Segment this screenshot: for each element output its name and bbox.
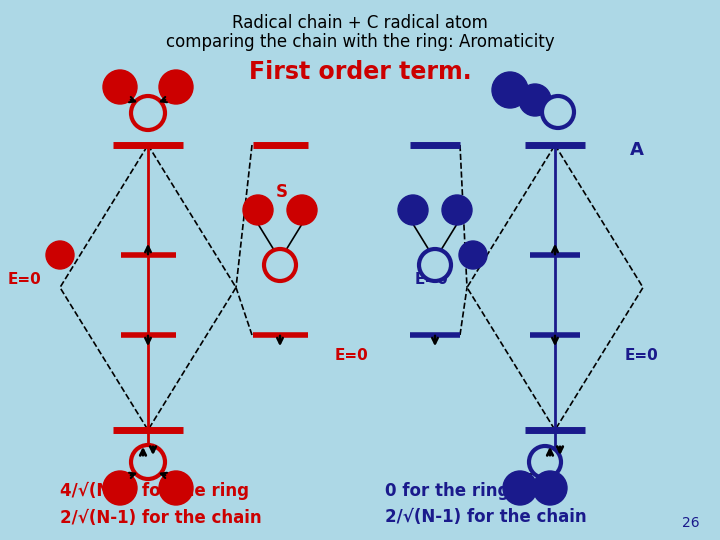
Circle shape [131, 445, 165, 479]
Circle shape [46, 241, 74, 269]
Text: First order term.: First order term. [248, 60, 472, 84]
Circle shape [131, 96, 165, 130]
Circle shape [492, 72, 528, 108]
Circle shape [533, 471, 567, 505]
Circle shape [398, 195, 428, 225]
Text: A: A [630, 141, 644, 159]
Circle shape [503, 471, 537, 505]
Text: E=0: E=0 [415, 273, 449, 287]
Circle shape [103, 471, 137, 505]
Circle shape [159, 471, 193, 505]
Circle shape [287, 195, 317, 225]
Circle shape [459, 241, 487, 269]
Circle shape [159, 70, 193, 104]
Text: E=0: E=0 [335, 348, 369, 362]
Circle shape [519, 84, 551, 116]
Circle shape [419, 249, 451, 281]
Circle shape [442, 195, 472, 225]
Circle shape [264, 249, 296, 281]
Text: E=0: E=0 [625, 348, 659, 362]
Text: 26: 26 [683, 516, 700, 530]
Text: E=0: E=0 [8, 273, 42, 287]
Circle shape [243, 195, 273, 225]
Text: comparing the chain with the ring: Aromaticity: comparing the chain with the ring: Aroma… [166, 33, 554, 51]
Circle shape [542, 96, 574, 128]
Text: S: S [276, 183, 288, 201]
Text: Radical chain + C radical atom: Radical chain + C radical atom [232, 14, 488, 32]
Circle shape [103, 70, 137, 104]
Text: 0 for the ring
2/√(N-1) for the chain: 0 for the ring 2/√(N-1) for the chain [385, 482, 587, 526]
Text: 4/√(N-1) for the ring
2/√(N-1) for the chain: 4/√(N-1) for the ring 2/√(N-1) for the c… [60, 482, 261, 526]
Circle shape [529, 446, 561, 478]
